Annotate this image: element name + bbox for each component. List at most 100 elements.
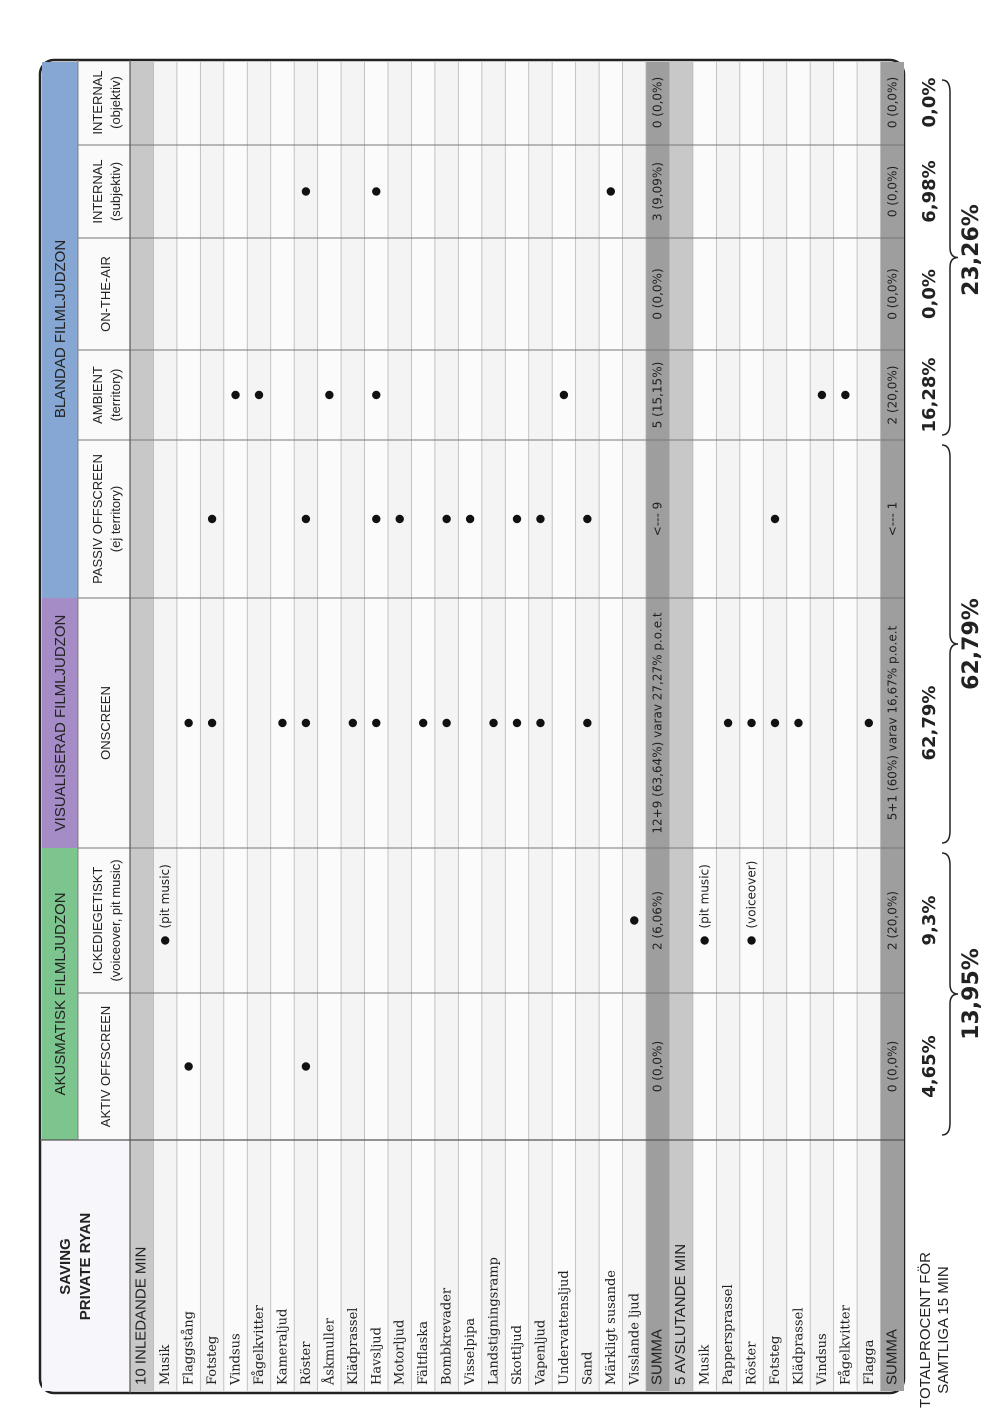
table-row	[388, 62, 412, 1391]
mark-dot	[372, 718, 381, 728]
table-row	[153, 62, 177, 1391]
row-label: Åskmuller	[321, 1317, 337, 1386]
mark-dot	[207, 514, 217, 524]
column-header: INTERNAL	[90, 159, 105, 223]
column-header: AMBIENT	[90, 366, 105, 424]
mark-dot	[536, 718, 545, 728]
mark-dot	[606, 187, 616, 196]
summa-value: 0 (0,0%)	[651, 77, 665, 128]
mark-dot	[418, 718, 428, 728]
total-percent: 4,65%	[919, 1035, 940, 1097]
summa-value: 2 (20,0%)	[885, 366, 899, 425]
mark-dot	[301, 187, 311, 196]
group-total-percent: 62,79%	[959, 598, 984, 690]
row-label: Pappersprassel	[721, 1284, 736, 1385]
row-label: Klädprassel	[791, 1308, 806, 1385]
row-label: Fågelkvitter	[251, 1304, 267, 1385]
row-label: Märkligt susande	[604, 1270, 619, 1385]
summa-value: 0 (0,0%)	[885, 1041, 899, 1092]
row-label: Musik	[158, 1344, 173, 1385]
mark-dot	[231, 390, 240, 400]
mark-dot	[559, 390, 569, 400]
table-row	[692, 62, 717, 1391]
table-row	[247, 62, 271, 1391]
row-label: Bombkrevader	[440, 1287, 455, 1385]
totals-label-line1: TOTALPROCENT FÖR	[916, 1252, 934, 1408]
row-label: Sand	[580, 1352, 595, 1385]
column-header-sub: (ej territory)	[108, 486, 123, 552]
mark-dot	[864, 718, 874, 728]
mark-dot	[817, 390, 827, 400]
total-percent: 0,0%	[919, 78, 940, 128]
mark-dot	[536, 514, 545, 524]
total-percent: 0,0%	[919, 269, 940, 319]
mark-dot	[512, 718, 522, 728]
mark-dot	[723, 718, 733, 728]
mark-dot	[442, 718, 451, 728]
summa-value: <--- 1	[885, 502, 899, 537]
table-row	[317, 62, 342, 1391]
column-header-sub: (territory)	[108, 369, 123, 422]
mark-dot	[301, 718, 311, 728]
total-percent: 62,79%	[919, 686, 940, 761]
section-title: 5 AVSLUTANDE MIN	[672, 1244, 689, 1385]
mark-dot	[630, 916, 639, 925]
row-label: Röster	[745, 1341, 760, 1385]
section-header-bg	[669, 62, 693, 1391]
mark-dot	[372, 187, 381, 196]
mark-dot	[184, 1062, 193, 1071]
group-total-percent: 13,95%	[959, 948, 984, 1040]
table-row	[810, 62, 834, 1391]
mark-dot	[301, 514, 311, 524]
summa-value: 2 (20,0%)	[885, 891, 899, 950]
mark-dot	[395, 514, 404, 524]
mark-dot	[301, 1062, 311, 1071]
section-title: 10 INLEDANDE MIN	[133, 1247, 150, 1385]
table-row	[622, 62, 646, 1391]
group-band-akusmatisk	[42, 848, 78, 1140]
mark-dot	[489, 718, 498, 728]
column-header: INTERNAL	[90, 70, 105, 134]
mark-dot	[770, 514, 780, 524]
mark-note: (voiceover)	[745, 861, 759, 929]
summa-value: 0 (0,0%)	[885, 268, 899, 319]
column-header: PASSIV OFFSCREEN	[90, 454, 105, 584]
table-row	[458, 62, 482, 1391]
column-header: ON-THE-AIR	[98, 256, 113, 332]
table-row	[599, 62, 623, 1391]
mark-dot	[747, 936, 756, 945]
mark-dot	[465, 514, 475, 524]
row-label: Klädprassel	[346, 1308, 361, 1385]
mark-dot	[254, 390, 264, 400]
summa-value: 5 (15,15%)	[651, 362, 665, 429]
row-label: Flagga	[862, 1339, 877, 1385]
brace-akusmatisk	[941, 852, 959, 1136]
mark-dot	[747, 718, 756, 728]
row-label: Fältflaska	[416, 1321, 431, 1385]
row-label: Fotsteg	[768, 1336, 783, 1385]
summa-value: 3 (9,09%)	[651, 162, 665, 221]
mark-dot	[841, 390, 850, 400]
total-percent: 9,3%	[919, 896, 940, 946]
row-label: Vapenljud	[533, 1320, 548, 1386]
column-header: ICKEDIEGETISKT	[90, 867, 105, 975]
row-label: Vindsus	[229, 1333, 244, 1386]
brace-visualiserad	[941, 444, 959, 844]
summa-value: 0 (0,0%)	[651, 1041, 665, 1092]
row-label: Motorljud	[393, 1320, 408, 1385]
row-label: Visselpipa	[463, 1318, 478, 1386]
title-corner	[42, 1140, 130, 1391]
total-percent: 16,28%	[919, 358, 940, 433]
summa-label: SUMMA	[883, 1329, 900, 1385]
mark-dot	[325, 390, 334, 400]
mark-dot	[583, 718, 592, 728]
column-header: ONSCREEN	[98, 686, 113, 760]
summa-value: 0 (0,0%)	[885, 77, 899, 128]
mark-note: (pit music)	[158, 864, 172, 928]
row-label: Havsljud	[369, 1327, 384, 1385]
section-header-bg	[130, 62, 154, 1391]
mark-dot	[207, 718, 217, 728]
mark-dot	[184, 718, 193, 728]
